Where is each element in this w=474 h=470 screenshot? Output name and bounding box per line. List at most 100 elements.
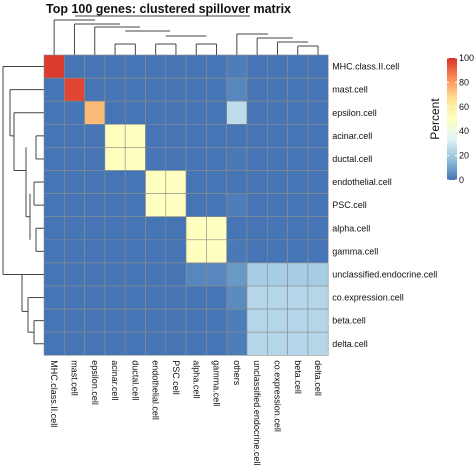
- column-label: unclassified.endocrine.cell: [252, 360, 262, 465]
- heatmap-cell: [287, 331, 309, 356]
- heatmap-cell: [43, 308, 65, 333]
- heatmap-cell: [43, 100, 65, 125]
- heatmap-cell: [185, 147, 207, 171]
- heatmap-cell: [185, 100, 207, 125]
- legend-tick-label: 100: [459, 53, 474, 63]
- row-label: endothelial.cell: [332, 177, 392, 187]
- heatmap-cell: [206, 308, 227, 333]
- heatmap-cell: [266, 262, 288, 287]
- heatmap-cell: [43, 193, 65, 218]
- heatmap-cell: [226, 239, 248, 264]
- column-label: acinar.cell: [110, 360, 120, 400]
- heatmap-cell: [246, 308, 268, 333]
- heatmap-cell: [124, 100, 146, 125]
- color-legend: 0 20 40 60 80 100 Percent: [428, 53, 474, 185]
- heatmap-cell: [287, 308, 309, 333]
- heatmap-cell: [185, 193, 207, 218]
- heatmap-cell: [266, 285, 288, 310]
- heatmap-cell: [145, 124, 167, 148]
- heatmap-cell: [165, 285, 187, 310]
- heatmap-cell: [307, 239, 329, 264]
- heatmap-cell: [287, 170, 309, 194]
- heatmap-cell: [307, 170, 329, 194]
- heatmap-cell: [124, 193, 146, 218]
- heatmap-cell: [64, 239, 85, 264]
- column-label: mast.cell: [69, 360, 79, 396]
- heatmap-cell: [165, 216, 187, 241]
- column-label: endothelial.cell: [151, 360, 161, 420]
- column-label: epsilon.cell: [90, 360, 100, 405]
- heatmap-cell: [226, 147, 248, 171]
- heatmap-cell: [64, 147, 85, 171]
- heatmap-cell: [104, 216, 126, 241]
- heatmap-cell: [266, 193, 288, 218]
- heatmap-cell: [165, 262, 187, 287]
- heatmap-cell: [206, 77, 227, 102]
- heatmap-cell: [165, 100, 187, 125]
- heatmap-cell: [307, 147, 329, 171]
- heatmap-cell: [206, 331, 227, 356]
- column-label: gamma.cell: [212, 360, 222, 406]
- heatmap-cell: [307, 331, 329, 356]
- heatmap-cell: [124, 170, 146, 194]
- heatmap-cell: [307, 193, 329, 218]
- heatmap-cell: [287, 54, 309, 79]
- heatmap-cell: [104, 331, 126, 356]
- heatmap-cell: [124, 285, 146, 310]
- heatmap-cell: [124, 239, 146, 264]
- heatmap-cell: [307, 124, 329, 148]
- heatmap-cell: [307, 216, 329, 241]
- heatmap-cell: [266, 239, 288, 264]
- heatmap-cell: [104, 147, 126, 171]
- row-label: PSC.cell: [332, 200, 367, 210]
- heatmap-cell: [43, 147, 65, 171]
- heatmap-cell: [165, 147, 187, 171]
- heatmap-cell: [43, 285, 65, 310]
- heatmap-cell: [246, 262, 268, 287]
- heatmap-cell: [266, 308, 288, 333]
- heatmap-cell: [43, 170, 65, 194]
- heatmap-cell: [124, 77, 146, 102]
- row-labels: MHC.class.II.cell mast.cell epsilon.cell ac…: [332, 62, 437, 349]
- heatmap-cell: [185, 331, 207, 356]
- heatmap-cell: [165, 308, 187, 333]
- heatmap-cell: [104, 193, 126, 218]
- heatmap-cell: [145, 100, 167, 125]
- heatmap-cell: [64, 331, 85, 356]
- heatmap-cell: [145, 77, 167, 102]
- heatmap-cell: [287, 239, 309, 264]
- heatmap-cell: [145, 262, 167, 287]
- row-label: epsilon.cell: [332, 108, 377, 118]
- heatmap-cell: [145, 239, 167, 264]
- heatmap-cell: [43, 54, 65, 79]
- heatmap-cell: [226, 54, 248, 79]
- heatmap-cell: [64, 285, 85, 310]
- heatmap-cell: [84, 124, 106, 148]
- heatmap-cell: [84, 77, 106, 102]
- row-label: unclassified.endocrine.cell: [332, 269, 437, 279]
- heatmap-cell: [104, 239, 126, 264]
- heatmap-cell: [226, 262, 248, 287]
- row-label: delta.cell: [332, 339, 368, 349]
- heatmap-cell: [206, 216, 227, 241]
- heatmap-cell: [43, 77, 65, 102]
- heatmap-cell: [246, 285, 268, 310]
- column-labels: MHC.class.II.cell mast.cell epsilon.cell ac…: [49, 360, 323, 465]
- heatmap-cell: [185, 216, 207, 241]
- heatmap-cell: [206, 124, 227, 148]
- heatmap-cell: [104, 308, 126, 333]
- heatmap-cell: [185, 239, 207, 264]
- heatmap-cell: [104, 262, 126, 287]
- heatmap-cell: [287, 77, 309, 102]
- row-label: co.expression.cell: [332, 293, 404, 303]
- heatmap-cell: [307, 285, 329, 310]
- heatmap-cell: [185, 308, 207, 333]
- heatmap-cell: [287, 100, 309, 125]
- heatmap-cell: [287, 147, 309, 171]
- heatmap-cell: [64, 54, 85, 79]
- heatmap-cell: [226, 331, 248, 356]
- column-label: beta.cell: [293, 360, 303, 394]
- heatmap-cell: [124, 262, 146, 287]
- heatmap-cell: [185, 262, 207, 287]
- heatmap-cell: [145, 147, 167, 171]
